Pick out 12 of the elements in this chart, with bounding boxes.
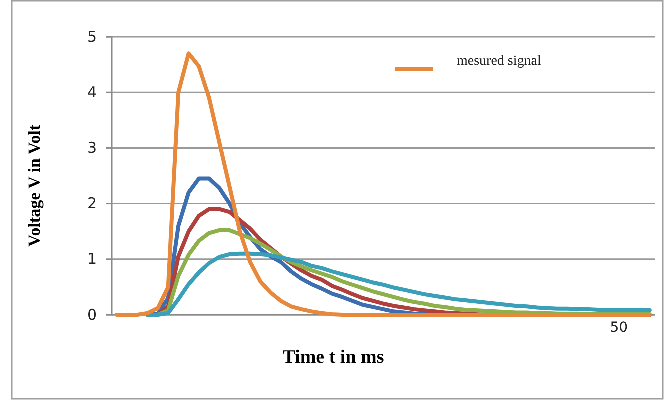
line-series — [115, 52, 652, 317]
x-tick-label: 50 — [610, 320, 628, 336]
legend-label: mesured signal — [457, 54, 542, 69]
y-tick-label: 2 — [87, 194, 97, 213]
y-axis-title: Voltage V in Volt — [25, 124, 44, 248]
y-tick-label: 3 — [87, 139, 97, 157]
y-tick-label: 5 — [87, 28, 97, 46]
y-tick-label: 1 — [87, 250, 97, 268]
line-series — [146, 252, 652, 317]
y-tick-label: 0 — [87, 306, 97, 324]
y-tick-label: 4 — [87, 83, 97, 102]
x-axis-title: Time t in ms — [282, 347, 384, 368]
